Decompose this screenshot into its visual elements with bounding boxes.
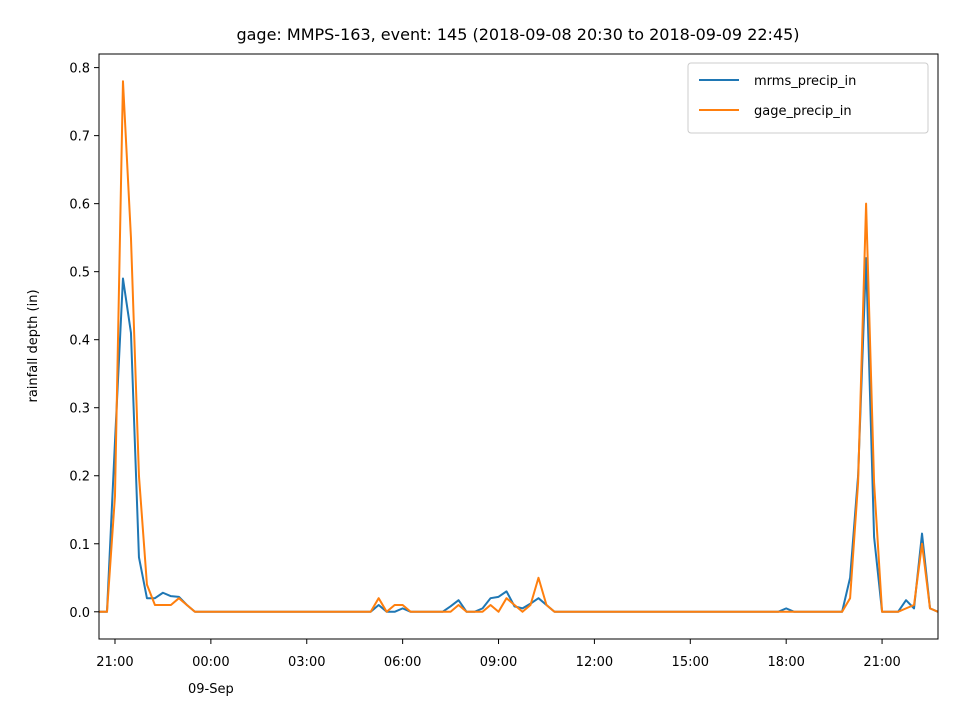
legend: mrms_precip_in gage_precip_in	[687, 62, 929, 134]
legend-box	[687, 62, 929, 134]
y-tick-label: 0.3	[69, 402, 90, 417]
y-tick-label: 0.0	[69, 606, 90, 621]
legend-label-gage_precip_in: gage_precip_in	[754, 104, 852, 119]
plot-series	[99, 80, 939, 613]
x-tick-label: 18:00	[767, 655, 804, 670]
y-tick-label: 0.8	[69, 62, 90, 77]
y-tick-label: 0.5	[69, 266, 90, 281]
x-tick-sublabel: 09-Sep	[188, 682, 234, 697]
legend-label-mrms_precip_in: mrms_precip_in	[754, 74, 856, 89]
y-tick-label: 0.4	[69, 334, 90, 349]
y-tick-label: 0.6	[69, 198, 90, 213]
y-tick-label: 0.1	[69, 538, 90, 553]
series-line-gage_precip_in	[99, 80, 939, 613]
series-line-mrms_precip_in	[99, 257, 939, 613]
chart-title: gage: MMPS-163, event: 145 (2018-09-08 2…	[236, 25, 799, 44]
y-axis-label: rainfall depth (in)	[26, 289, 41, 402]
x-tick-label: 00:00	[192, 655, 229, 670]
x-tick-label: 03:00	[288, 655, 325, 670]
x-tick-label: 21:00	[96, 655, 133, 670]
y-tick-label: 0.7	[69, 130, 90, 145]
x-tick-label: 06:00	[384, 655, 421, 670]
x-axis: 21:00 00:00 09-Sep 03:00 06:00 09:00 12:00 15:0…	[96, 639, 901, 697]
y-tick-label: 0.2	[69, 470, 90, 485]
plot-frame	[98, 53, 939, 640]
x-tick-label: 12:00	[576, 655, 613, 670]
x-tick-label: 15:00	[672, 655, 709, 670]
x-tick-label: 09:00	[480, 655, 517, 670]
x-tick-label: 21:00	[863, 655, 900, 670]
y-axis: 0.0 0.1 0.2 0.3 0.4 0.5 0.6 0.7 0.8	[69, 62, 99, 621]
